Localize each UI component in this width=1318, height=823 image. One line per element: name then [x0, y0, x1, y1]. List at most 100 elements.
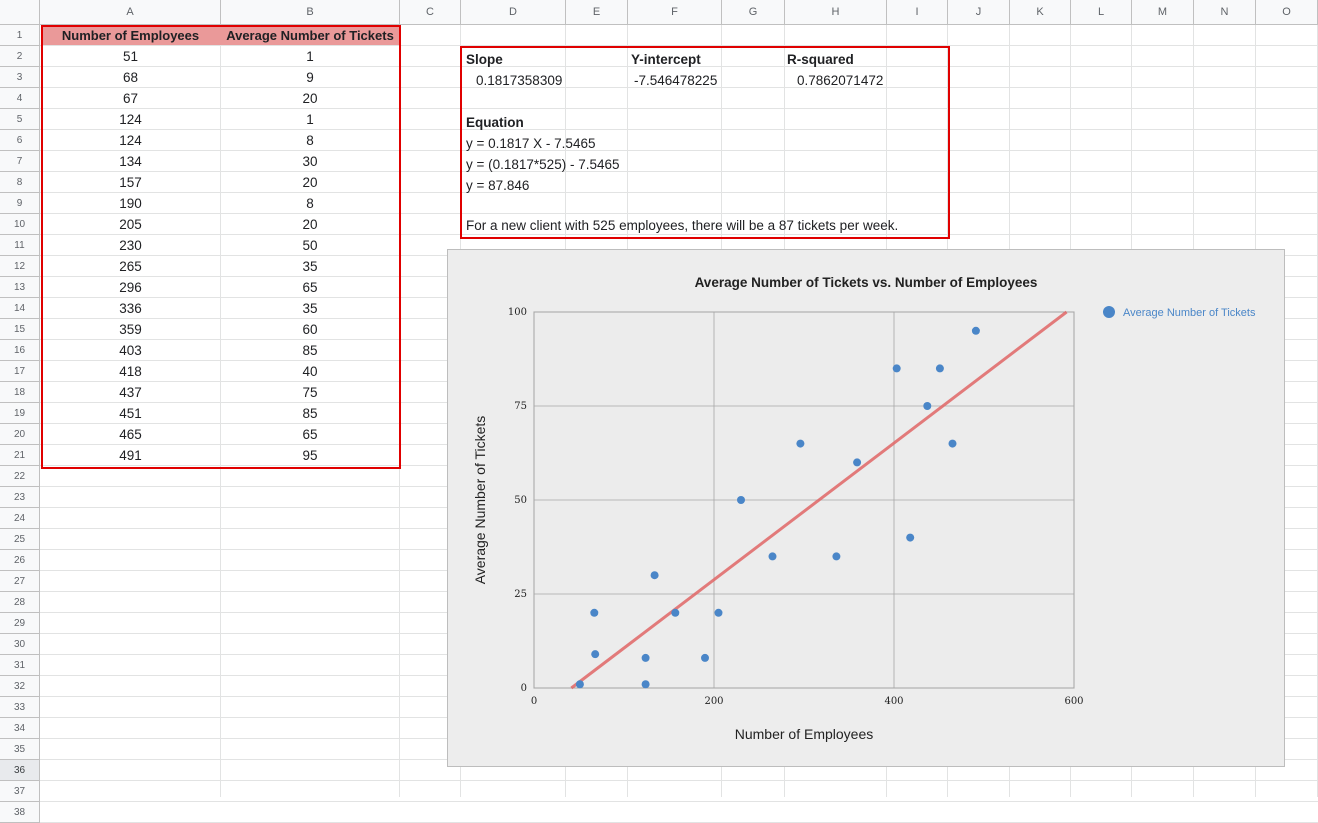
tickets-cell[interactable]: 9	[306, 70, 314, 85]
tickets-cell[interactable]: 85	[302, 343, 318, 358]
row-header-35[interactable]: 35	[0, 739, 40, 760]
row-header-4[interactable]: 4	[0, 88, 40, 109]
header-number-of-employees[interactable]: Number of Employees	[41, 25, 220, 45]
equation-line-1[interactable]: y = 0.1817 X - 7.5465	[466, 136, 596, 151]
employees-cell[interactable]: 230	[119, 238, 142, 253]
tickets-cell[interactable]: 20	[302, 91, 318, 106]
employees-cell[interactable]: 437	[119, 385, 142, 400]
column-header-j[interactable]: J	[948, 0, 1010, 25]
column-header-d[interactable]: D	[461, 0, 566, 25]
intercept-value[interactable]: -7.546478225	[634, 73, 718, 88]
tickets-cell[interactable]: 85	[302, 406, 318, 421]
row-header-33[interactable]: 33	[0, 697, 40, 718]
employees-cell[interactable]: 336	[119, 301, 142, 316]
employees-cell[interactable]: 67	[122, 91, 139, 106]
row-header-19[interactable]: 19	[0, 403, 40, 424]
employees-cell[interactable]: 491	[119, 448, 142, 463]
intercept-label[interactable]: Y-intercept	[631, 52, 701, 67]
column-header-n[interactable]: N	[1194, 0, 1256, 25]
tickets-cell[interactable]: 20	[302, 175, 318, 190]
column-header-o[interactable]: O	[1256, 0, 1318, 25]
employees-cell[interactable]: 124	[119, 112, 142, 127]
row-header-7[interactable]: 7	[0, 151, 40, 172]
row-header-17[interactable]: 17	[0, 361, 40, 382]
row-header-27[interactable]: 27	[0, 571, 40, 592]
row-header-36[interactable]: 36	[0, 760, 40, 781]
employees-cell[interactable]: 418	[119, 364, 142, 379]
equation-line-2[interactable]: y = (0.1817*525) - 7.5465	[466, 157, 620, 172]
employees-cell[interactable]: 451	[119, 406, 142, 421]
row-header-11[interactable]: 11	[0, 235, 40, 256]
row-header-14[interactable]: 14	[0, 298, 40, 319]
row-header-1[interactable]: 1	[0, 25, 40, 46]
employees-cell[interactable]: 265	[119, 259, 142, 274]
header-average-number-of-tickets[interactable]: Average Number of Tickets	[220, 25, 400, 45]
r-squared-value[interactable]: 0.7862071472	[797, 73, 884, 88]
column-header-c[interactable]: C	[400, 0, 461, 25]
row-header-30[interactable]: 30	[0, 634, 40, 655]
tickets-cell[interactable]: 75	[302, 385, 318, 400]
row-header-10[interactable]: 10	[0, 214, 40, 235]
tickets-cell[interactable]: 1	[306, 49, 314, 64]
employees-cell[interactable]: 296	[119, 280, 142, 295]
tickets-cell[interactable]: 95	[302, 448, 318, 463]
tickets-cell[interactable]: 8	[306, 133, 314, 148]
row-header-38[interactable]: 38	[0, 802, 40, 823]
employees-cell[interactable]: 465	[119, 427, 142, 442]
employees-cell[interactable]: 359	[119, 322, 142, 337]
slope-label[interactable]: Slope	[466, 52, 503, 67]
row-header-25[interactable]: 25	[0, 529, 40, 550]
column-header-b[interactable]: B	[221, 0, 400, 25]
tickets-cell[interactable]: 35	[302, 259, 318, 274]
slope-value[interactable]: 0.1817358309	[476, 73, 563, 88]
tickets-cell[interactable]: 65	[302, 280, 318, 295]
tickets-cell[interactable]: 50	[302, 238, 318, 253]
column-header-l[interactable]: L	[1071, 0, 1132, 25]
row-header-8[interactable]: 8	[0, 172, 40, 193]
column-header-e[interactable]: E	[566, 0, 628, 25]
column-header-h[interactable]: H	[785, 0, 887, 25]
row-header-34[interactable]: 34	[0, 718, 40, 739]
tickets-cell[interactable]: 65	[302, 427, 318, 442]
row-header-9[interactable]: 9	[0, 193, 40, 214]
column-header-f[interactable]: F	[628, 0, 722, 25]
conclusion-text[interactable]: For a new client with 525 employees, the…	[466, 218, 899, 233]
employees-cell[interactable]: 134	[119, 154, 142, 169]
tickets-cell[interactable]: 8	[306, 196, 314, 211]
select-all-corner[interactable]	[0, 0, 40, 25]
row-header-2[interactable]: 2	[0, 46, 40, 67]
tickets-cell[interactable]: 30	[302, 154, 318, 169]
row-header-24[interactable]: 24	[0, 508, 40, 529]
equation-label[interactable]: Equation	[466, 115, 524, 130]
column-header-i[interactable]: I	[887, 0, 948, 25]
employees-cell[interactable]: 157	[119, 175, 142, 190]
row-header-5[interactable]: 5	[0, 109, 40, 130]
row-header-37[interactable]: 37	[0, 781, 40, 802]
employees-cell[interactable]: 51	[122, 49, 139, 64]
tickets-cell[interactable]: 60	[302, 322, 318, 337]
row-header-13[interactable]: 13	[0, 277, 40, 298]
employees-cell[interactable]: 68	[122, 70, 139, 85]
row-header-16[interactable]: 16	[0, 340, 40, 361]
row-header-32[interactable]: 32	[0, 676, 40, 697]
employees-cell[interactable]: 403	[119, 343, 142, 358]
row-header-28[interactable]: 28	[0, 592, 40, 613]
column-header-m[interactable]: M	[1132, 0, 1194, 25]
row-header-12[interactable]: 12	[0, 256, 40, 277]
tickets-cell[interactable]: 40	[302, 364, 318, 379]
tickets-cell[interactable]: 20	[302, 217, 318, 232]
row-header-18[interactable]: 18	[0, 382, 40, 403]
row-header-31[interactable]: 31	[0, 655, 40, 676]
scatter-chart[interactable]: 0 25 50 75 100 0 200 400 600 Average Number of Ti…	[447, 249, 1285, 767]
row-header-29[interactable]: 29	[0, 613, 40, 634]
r-squared-label[interactable]: R-squared	[787, 52, 854, 67]
column-header-g[interactable]: G	[722, 0, 785, 25]
employees-cell[interactable]: 190	[119, 196, 142, 211]
row-header-3[interactable]: 3	[0, 67, 40, 88]
column-header-k[interactable]: K	[1010, 0, 1071, 25]
row-header-20[interactable]: 20	[0, 424, 40, 445]
equation-line-3[interactable]: y = 87.846	[466, 178, 530, 193]
row-header-26[interactable]: 26	[0, 550, 40, 571]
row-header-21[interactable]: 21	[0, 445, 40, 466]
tickets-cell[interactable]: 35	[302, 301, 318, 316]
